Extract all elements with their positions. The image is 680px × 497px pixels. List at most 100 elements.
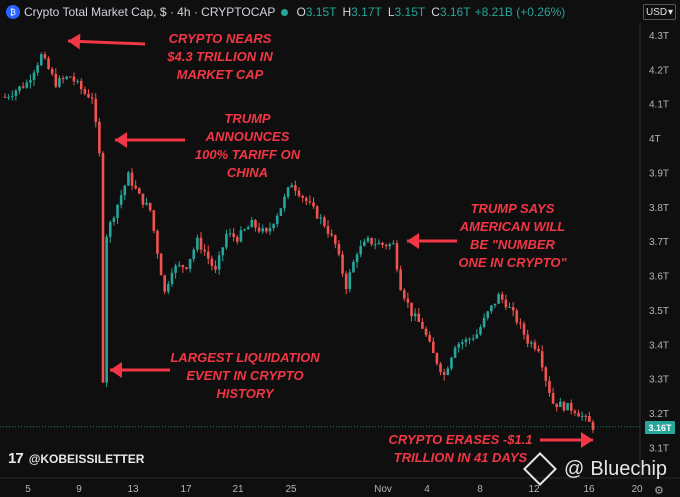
- candle-body: [410, 302, 413, 317]
- y-tick-label: 3.3T: [649, 375, 669, 386]
- candle-body: [159, 253, 163, 276]
- candle-body: [105, 236, 108, 383]
- candle-body: [453, 347, 457, 358]
- candle-body: [188, 258, 192, 269]
- x-tick-label: 5: [25, 484, 31, 495]
- candle-body: [559, 401, 562, 407]
- y-tick-label: 3.7T: [649, 237, 669, 248]
- arrow-number-one-head: [407, 233, 419, 249]
- candle-body: [272, 224, 275, 229]
- candle-body: [10, 95, 14, 97]
- arrow-tariff-head: [115, 132, 127, 148]
- open-value: 3.15T: [305, 5, 337, 19]
- arrow-near-4-3t: [67, 39, 146, 46]
- candle-body: [333, 235, 337, 244]
- candle-body: [323, 217, 326, 226]
- candle-body: [424, 328, 428, 336]
- candle-body: [533, 342, 537, 349]
- low-label: L: [387, 5, 395, 19]
- candle-body: [265, 228, 268, 232]
- annotation-near-4-3t: CRYPTO NEARS $4.3 TRILLION IN MARKET CAP: [150, 30, 290, 84]
- candle-body: [439, 363, 442, 373]
- candle-body: [21, 86, 25, 88]
- candle-body: [163, 275, 167, 292]
- candle-body: [504, 299, 508, 308]
- y-tick-label: 3.6T: [649, 272, 669, 283]
- candle-body: [98, 122, 101, 154]
- candle-body: [352, 261, 355, 273]
- watermark-at: @: [564, 457, 585, 480]
- candle-body: [79, 80, 83, 90]
- candle-body: [116, 204, 119, 218]
- arrow-liquidation-head: [110, 362, 122, 378]
- candle-body: [326, 225, 330, 234]
- candle-body: [101, 153, 105, 383]
- candle-body: [58, 78, 61, 87]
- candle-body: [47, 58, 50, 69]
- candle-body: [569, 402, 573, 411]
- chart-header: ₿ Crypto Total Market Cap, $ · 4h · CRYP…: [6, 4, 569, 20]
- candle-body: [141, 193, 145, 205]
- candle-body: [108, 221, 112, 237]
- candle-body: [562, 401, 566, 411]
- x-tick-label: 8: [477, 484, 483, 495]
- candle-body: [490, 305, 493, 312]
- candle-body: [90, 97, 94, 99]
- candle-body: [359, 245, 363, 255]
- candle-body: [39, 54, 43, 66]
- currency-select[interactable]: USD ▾: [643, 4, 676, 20]
- annotation-text: TRUMP SAYS AMERICAN WILL BE "NUMBER ONE …: [458, 201, 567, 270]
- candle-body: [373, 244, 377, 246]
- annotation-text: LARGEST LIQUIDATION EVENT IN CRYPTO HIST…: [170, 350, 320, 401]
- candle-body: [290, 185, 294, 188]
- close-value: 3.16T: [439, 5, 471, 19]
- candle-body: [366, 237, 370, 242]
- settings-gear-icon[interactable]: ⚙: [654, 485, 664, 497]
- y-tick-label: 3.9T: [649, 168, 669, 179]
- candle-body: [428, 335, 431, 342]
- candle-body: [268, 228, 272, 232]
- candle-body: [348, 272, 352, 290]
- candle-body: [203, 249, 206, 252]
- x-tick-label: 21: [232, 484, 244, 495]
- candle-body: [584, 415, 588, 417]
- candle-body: [573, 410, 577, 413]
- candle-body: [167, 284, 170, 292]
- x-tick-label: 16: [583, 484, 595, 495]
- candle-body: [137, 188, 141, 194]
- candle-body: [591, 421, 595, 430]
- watermark: @ Bluechip: [523, 452, 667, 486]
- candle-body: [232, 233, 235, 238]
- credit-handle: @KOBEISSILETTER: [28, 451, 145, 466]
- candle-body: [196, 237, 199, 250]
- candle-body: [540, 351, 544, 368]
- x-tick-label: 25: [285, 484, 297, 495]
- candle-body: [174, 265, 177, 273]
- candle-body: [377, 242, 381, 245]
- candle-body: [417, 313, 421, 322]
- candle-body: [537, 348, 540, 352]
- candle-body: [337, 243, 341, 255]
- candle-body: [577, 412, 580, 417]
- candle-body: [555, 403, 559, 407]
- candle-body: [464, 339, 468, 343]
- x-tick-label: 20: [631, 484, 643, 495]
- candle-body: [363, 241, 366, 246]
- candle-body: [315, 206, 319, 219]
- annotation-liquidation: LARGEST LIQUIDATION EVENT IN CRYPTO HIST…: [160, 349, 330, 403]
- candle-body: [526, 334, 529, 344]
- candle-body: [551, 392, 555, 404]
- candle-body: [50, 68, 54, 74]
- candle-body: [235, 237, 239, 242]
- candle-body: [43, 54, 47, 59]
- candle-body: [225, 233, 228, 248]
- candle-body: [399, 269, 402, 291]
- high-label: H: [342, 5, 352, 19]
- candle-body: [435, 353, 439, 364]
- y-tick-label: 3.8T: [649, 203, 669, 214]
- candle-body: [221, 247, 225, 256]
- candle-body: [308, 201, 312, 203]
- open-label: O: [296, 5, 306, 19]
- candle-body: [217, 255, 221, 270]
